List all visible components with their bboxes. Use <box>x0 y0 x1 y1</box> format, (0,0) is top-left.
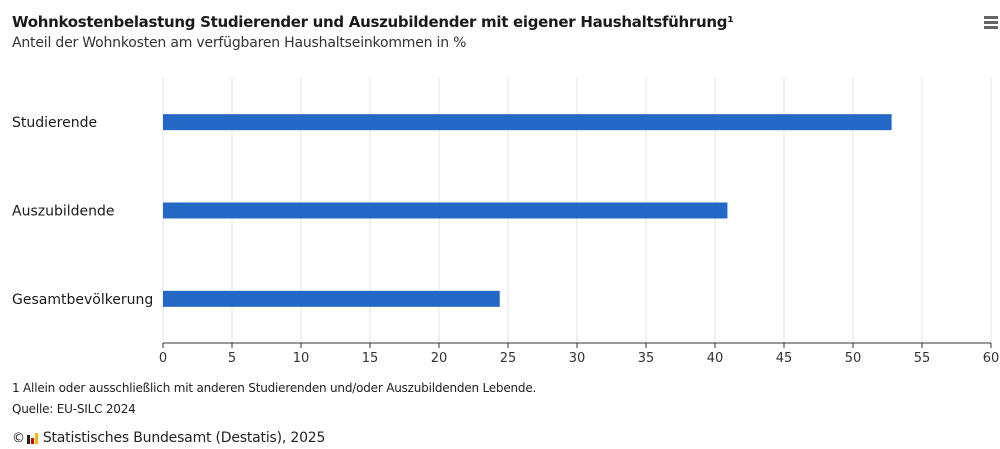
chart-subtitle: Anteil der Wohnkosten am verfügbaren Hau… <box>12 35 467 51</box>
source-note: Quelle: EU-SILC 2024 <box>12 402 136 416</box>
x-tick-label: 25 <box>500 351 517 366</box>
x-tick-label: 20 <box>431 351 448 366</box>
copyright-symbol: © <box>12 430 25 446</box>
x-tick-label: 40 <box>707 351 724 366</box>
x-tick-label: 0 <box>159 351 167 366</box>
bar-auszubildende <box>163 202 728 219</box>
x-tick-label: 30 <box>569 351 586 366</box>
x-tick-label: 50 <box>845 351 862 366</box>
category-label: Auszubildende <box>12 204 115 220</box>
hamburger-menu-icon[interactable] <box>984 16 998 30</box>
x-tick-label: 55 <box>914 351 931 366</box>
bar-chart: 0 5 10 15 20 25 30 35 40 45 50 55 60 Studierende Auszu… <box>12 78 1000 366</box>
x-tick-label: 5 <box>228 351 236 366</box>
chart-title: Wohnkostenbelastung Studierender und Aus… <box>12 13 734 31</box>
x-tick-label: 45 <box>776 351 793 366</box>
category-label: Studierende <box>12 115 97 131</box>
x-tick-label: 15 <box>362 351 379 366</box>
footnote: 1 Allein oder ausschließlich mit anderen… <box>12 381 537 395</box>
destatis-logo-icon <box>26 432 38 444</box>
bar-studierende <box>163 114 892 131</box>
x-tick-label: 10 <box>293 351 310 366</box>
category-label: Gesamtbevölkerung <box>12 292 153 308</box>
credit-text: Statistisches Bundesamt (Destatis), 2025 <box>42 430 326 446</box>
x-tick-label: 60 <box>983 351 1000 366</box>
credit-line: © Statistisches Bundesamt (Destatis), 20… <box>12 430 325 446</box>
x-tick-label: 35 <box>638 351 655 366</box>
bar-gesamtbevölkerung <box>163 290 500 307</box>
